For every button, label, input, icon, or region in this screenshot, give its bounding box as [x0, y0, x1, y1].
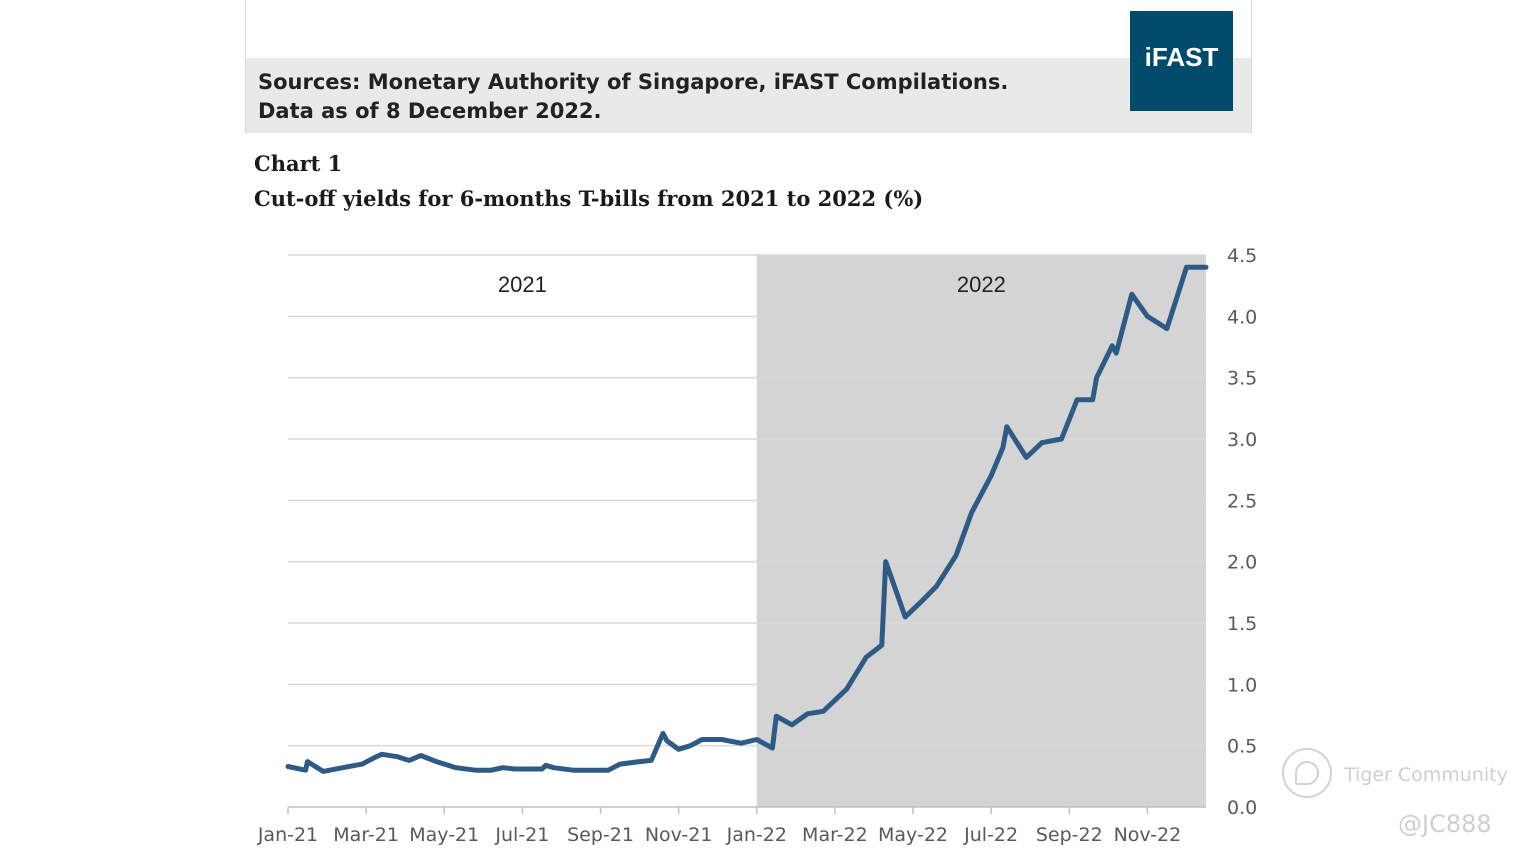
y-tick-label: 1.0: [1227, 674, 1257, 696]
chart-kicker: Chart 1: [254, 151, 343, 176]
x-tick-label: May-22: [878, 824, 948, 846]
y-tick-label: 3.0: [1227, 429, 1257, 451]
x-tick-label: Sep-21: [567, 824, 634, 846]
x-tick-label: Jan-21: [257, 824, 318, 846]
source-band: [246, 58, 1251, 133]
source-text: Sources: Monetary Authority of Singapore…: [258, 68, 1008, 126]
x-tick-label: May-21: [409, 824, 479, 846]
shaded-period-band: [756, 255, 1206, 807]
x-tick-label: Jul-22: [963, 824, 1018, 846]
source-line-1: Sources: Monetary Authority of Singapore…: [258, 70, 1009, 94]
period-label: 2022: [957, 272, 1006, 297]
x-tick-label: Nov-22: [1114, 824, 1182, 846]
y-tick-label: 2.0: [1227, 552, 1257, 574]
yield-series-line: [285, 264, 1209, 774]
ifast-logo: iFAST: [1130, 11, 1233, 111]
y-tick-label: 2.5: [1227, 490, 1257, 512]
period-label: 2021: [498, 272, 547, 297]
x-tick-label: Jan-22: [726, 824, 787, 846]
watermark-text: Tiger Community: [1344, 764, 1508, 786]
x-tick-label: Nov-21: [645, 824, 713, 846]
y-tick-label: 3.5: [1227, 368, 1257, 390]
y-tick-label: 4.5: [1227, 245, 1257, 267]
source-line-2: Data as of 8 December 2022.: [258, 99, 602, 123]
x-tick-label: Jul-21: [494, 824, 549, 846]
x-tick-label: Mar-22: [802, 824, 868, 846]
tiger-community-logo-icon: [1282, 748, 1332, 798]
source-card: Sources: Monetary Authority of Singapore…: [245, 0, 1252, 133]
chart-title: Cut-off yields for 6-months T-bills from…: [254, 186, 924, 211]
watermark: Tiger Community @JC888: [1282, 748, 1522, 848]
y-tick-label: 1.5: [1227, 613, 1257, 635]
x-tick-label: Sep-22: [1036, 824, 1103, 846]
y-tick-label: 4.0: [1227, 306, 1257, 328]
y-tick-label: 0.0: [1227, 797, 1257, 819]
x-tick-label: Mar-21: [333, 824, 399, 846]
y-tick-label: 0.5: [1227, 736, 1257, 758]
watermark-handle: @JC888: [1398, 810, 1492, 838]
